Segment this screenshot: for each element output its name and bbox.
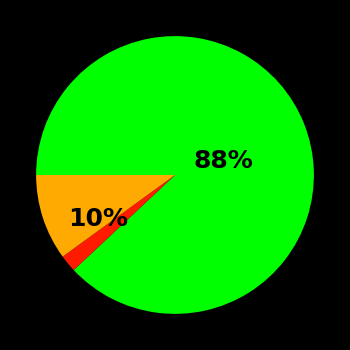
Wedge shape xyxy=(36,36,314,314)
Text: 88%: 88% xyxy=(194,149,253,173)
Wedge shape xyxy=(36,175,175,257)
Wedge shape xyxy=(63,175,175,270)
Text: 10%: 10% xyxy=(69,208,128,231)
